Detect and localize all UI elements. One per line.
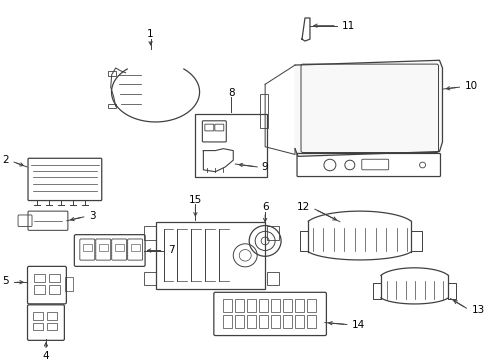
Text: 3: 3 [89,211,96,221]
Bar [259,298,268,312]
Text: 12: 12 [297,202,310,212]
Text: 5: 5 [2,276,9,286]
Text: 4: 4 [43,351,49,360]
Bar [247,298,256,312]
Bar [49,274,60,282]
Bar [295,298,304,312]
Text: 13: 13 [471,305,485,315]
Bar [131,244,140,252]
Bar [83,244,92,252]
Bar [283,298,292,312]
Bar [49,285,60,294]
Bar [307,298,316,312]
Bar [108,71,116,76]
Bar [196,114,267,176]
Bar [115,244,123,252]
Bar [267,226,279,240]
Bar [108,104,116,108]
Text: 8: 8 [228,88,235,98]
Bar [223,298,232,312]
Text: 10: 10 [465,81,478,91]
Bar [223,315,232,328]
Bar [99,244,108,252]
Bar [47,323,57,330]
Text: 7: 7 [169,244,175,255]
Text: 2: 2 [2,155,9,165]
Text: 1: 1 [147,29,154,39]
Text: 9: 9 [261,162,268,172]
Polygon shape [295,60,442,156]
Bar [235,298,244,312]
Bar [33,323,43,330]
Bar [307,315,316,328]
Bar [34,274,45,282]
Bar [144,226,155,240]
Text: 15: 15 [189,195,202,204]
Bar [260,94,268,127]
Bar [271,315,280,328]
Bar [155,222,265,289]
Text: 14: 14 [352,320,365,330]
Bar [247,315,256,328]
Bar [235,315,244,328]
Bar [33,312,43,320]
Bar [283,315,292,328]
Bar [267,272,279,285]
Bar [271,298,280,312]
Text: 11: 11 [342,21,355,31]
Bar [295,315,304,328]
Bar [65,278,73,291]
Bar [34,285,45,294]
Bar [144,272,155,285]
Bar [259,315,268,328]
Bar [47,312,57,320]
Text: 6: 6 [262,202,269,212]
